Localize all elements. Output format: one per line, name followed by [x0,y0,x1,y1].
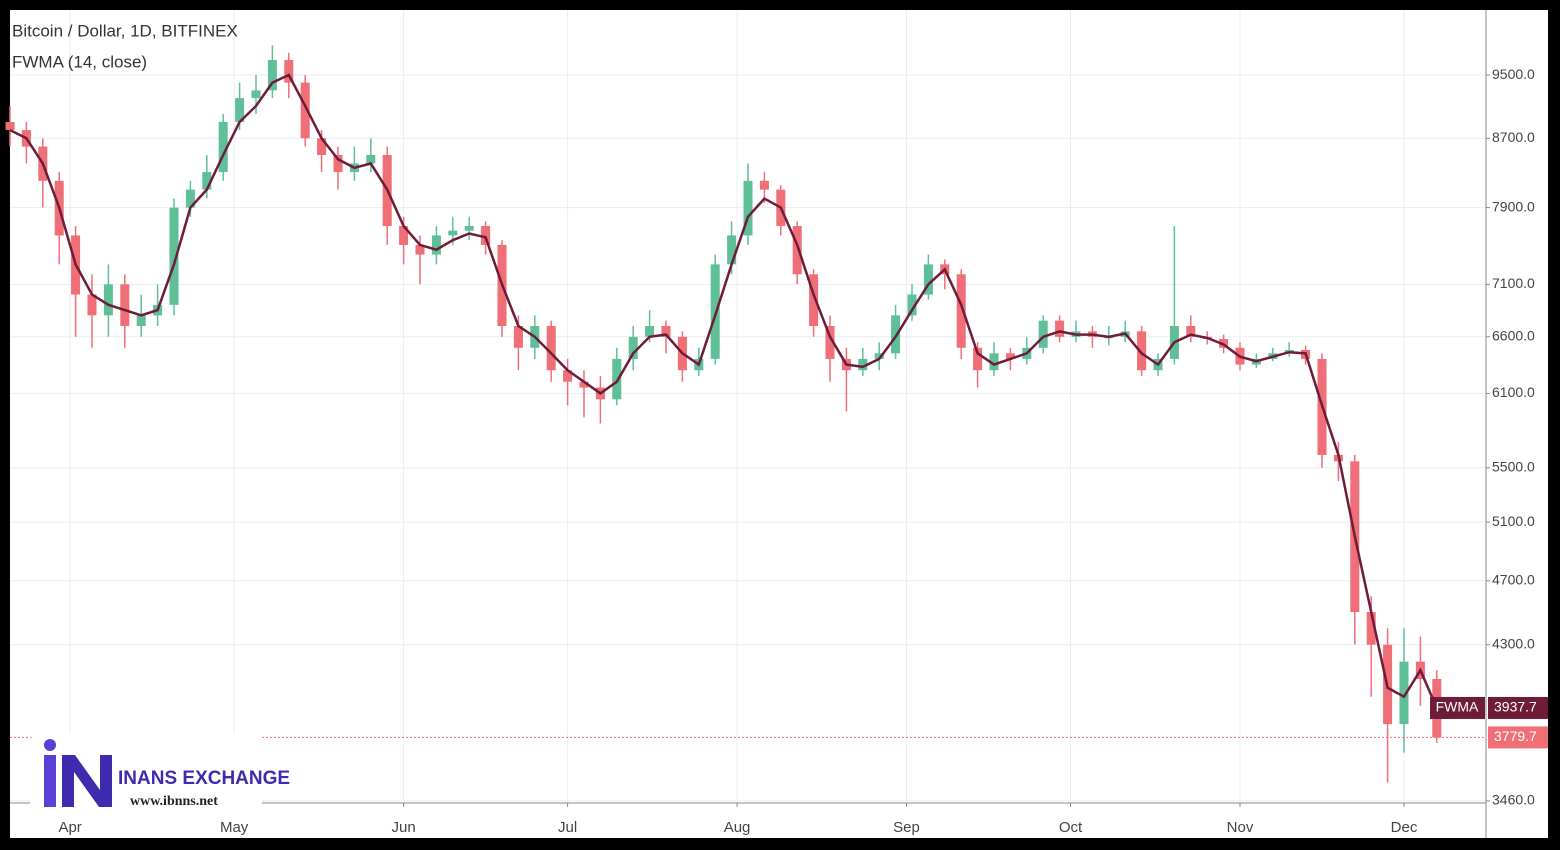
y-tick-label: 4300.0 [1492,635,1535,651]
indicator-value: 3937.7 [1494,699,1537,715]
candle-body [579,381,589,388]
candle-body [431,235,441,255]
candle-body [923,264,933,295]
candle-body [103,284,113,316]
candle-body [185,189,195,208]
candle-body [202,172,212,190]
logo-name: INANS EXCHANGE [118,768,290,789]
candle-body [300,82,310,139]
candle-body [1186,325,1196,337]
candle-body [956,274,966,348]
candle-body [743,180,753,236]
chart-title: Bitcoin / Dollar, 1D, BITFINEX [12,21,238,40]
x-tick-label: Nov [1227,819,1254,836]
y-tick-label: 9500.0 [1492,66,1535,82]
indicator-name-box [1430,696,1485,719]
candle-body [1005,353,1015,359]
candle-body [317,138,327,155]
candle-body [727,235,737,265]
candle-body [907,294,917,316]
x-tick-label: Oct [1059,819,1083,836]
candle-body [267,60,277,91]
y-tick-label: 7100.0 [1492,275,1535,291]
candle-body [874,353,884,359]
candle-body [891,315,901,354]
y-tick-label: 6100.0 [1492,384,1535,400]
last-price-box [1488,726,1548,749]
x-tick-label: Jul [558,819,577,836]
candle-body [809,274,819,326]
candle-body [120,284,130,326]
candle-body [1366,612,1376,645]
last-price: 3779.7 [1494,728,1537,744]
candle-body [612,358,622,400]
axes: 9500.0 8700.0 7900.0 7100.0 6600.0 6100.0 5500… [58,66,1548,836]
candle-body [415,244,425,255]
candle-body [628,336,638,359]
logo-i [44,755,56,807]
candle-body [792,226,802,275]
x-tick-label: May [220,819,249,836]
candle-body [136,315,146,326]
candle-body [563,370,573,382]
candle-body [218,121,228,173]
y-tick-label: 8700.0 [1492,129,1535,145]
indicator-name: FWMA [1436,699,1479,715]
candle-body [333,154,343,173]
indicator-line [9,73,1438,709]
chart-background [10,10,1548,838]
candle-body [661,325,671,337]
candle-body [1055,320,1065,337]
x-tick-label: Sep [893,819,920,836]
candle-body [546,325,556,371]
candle-body [759,180,769,190]
logo-dot [44,739,56,751]
y-tick-label: 5500.0 [1492,459,1535,475]
candle-body [858,358,868,371]
indicator-value-box [1488,696,1548,719]
x-tick-label: Aug [724,819,751,836]
y-tick-label: 7900.0 [1492,198,1535,214]
y-tick-label: 3460.0 [1492,792,1535,808]
candle-body [87,294,97,316]
x-tick-label: Apr [58,819,81,836]
candle-body [366,154,376,164]
candle-body [464,226,474,231]
candle-body [5,121,15,131]
logo-n [62,755,112,807]
candle-body [169,207,179,305]
candle-body [973,347,983,371]
x-tick-label: Dec [1391,819,1418,836]
candle-body [989,353,999,371]
logo: INANS EXCHANGE www.ibnns.net [30,733,290,813]
candle-body [251,90,261,99]
candle-body [481,226,491,245]
y-tick-label: 5100.0 [1492,513,1535,529]
candle-body [1038,320,1048,348]
candle-body [399,226,409,245]
indicator-legend: FWMA (14, close) [12,52,147,71]
logo-url: www.ibnns.net [130,794,218,809]
candle-body [448,230,458,236]
logo-background [30,733,262,813]
y-tick-label: 4700.0 [1492,571,1535,587]
candle-body [513,325,523,348]
x-tick-label: Jun [392,819,416,836]
candle-body [825,325,835,359]
candle-body [235,98,245,122]
candle-body [1137,331,1147,371]
candle-body [645,325,655,337]
candle-body [1399,661,1409,725]
candle-body [284,60,294,83]
y-tick-label: 6600.0 [1492,328,1535,344]
